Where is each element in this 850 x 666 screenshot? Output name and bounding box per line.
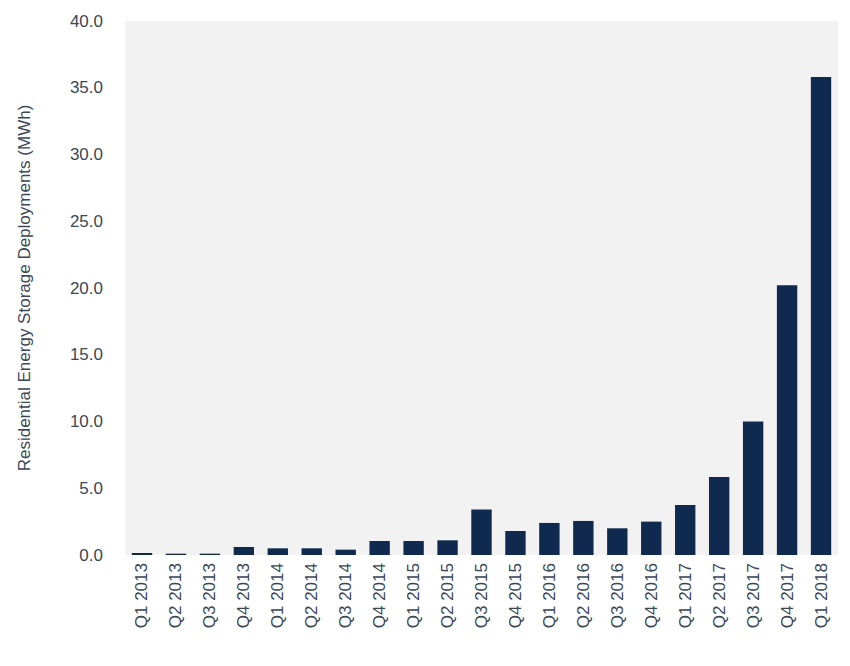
svg-text:Q4 2013: Q4 2013 — [234, 563, 253, 628]
svg-text:Residential Energy Storage Dep: Residential Energy Storage Deployments (… — [15, 105, 34, 472]
svg-text:Q2 2013: Q2 2013 — [166, 563, 185, 628]
svg-text:Q2 2017: Q2 2017 — [710, 563, 729, 628]
svg-text:Q3 2014: Q3 2014 — [336, 563, 355, 628]
svg-text:Q4 2015: Q4 2015 — [506, 563, 525, 628]
svg-text:30.0: 30.0 — [70, 145, 103, 164]
svg-text:Q1 2018: Q1 2018 — [812, 563, 831, 628]
svg-text:Q4 2014: Q4 2014 — [370, 563, 389, 628]
svg-text:35.0: 35.0 — [70, 78, 103, 97]
svg-text:Q1 2015: Q1 2015 — [404, 563, 423, 628]
svg-text:10.0: 10.0 — [70, 412, 103, 431]
svg-text:Q3 2017: Q3 2017 — [744, 563, 763, 628]
svg-text:Q3 2016: Q3 2016 — [608, 563, 627, 628]
svg-text:40.0: 40.0 — [70, 12, 103, 31]
svg-text:5.0: 5.0 — [79, 479, 103, 498]
svg-text:Q2 2015: Q2 2015 — [438, 563, 457, 628]
svg-text:Q1 2017: Q1 2017 — [676, 563, 695, 628]
svg-text:Q4 2017: Q4 2017 — [778, 563, 797, 628]
svg-text:25.0: 25.0 — [70, 212, 103, 231]
svg-text:Q2 2014: Q2 2014 — [302, 563, 321, 628]
svg-text:0.0: 0.0 — [79, 546, 103, 565]
svg-text:20.0: 20.0 — [70, 279, 103, 298]
svg-text:Q2 2016: Q2 2016 — [574, 563, 593, 628]
svg-text:Q3 2015: Q3 2015 — [472, 563, 491, 628]
svg-text:Q1 2013: Q1 2013 — [132, 563, 151, 628]
svg-text:Q3 2013: Q3 2013 — [200, 563, 219, 628]
svg-text:15.0: 15.0 — [70, 345, 103, 364]
svg-text:Q1 2016: Q1 2016 — [540, 563, 559, 628]
svg-text:Q1 2014: Q1 2014 — [268, 563, 287, 628]
svg-text:Q4 2016: Q4 2016 — [642, 563, 661, 628]
